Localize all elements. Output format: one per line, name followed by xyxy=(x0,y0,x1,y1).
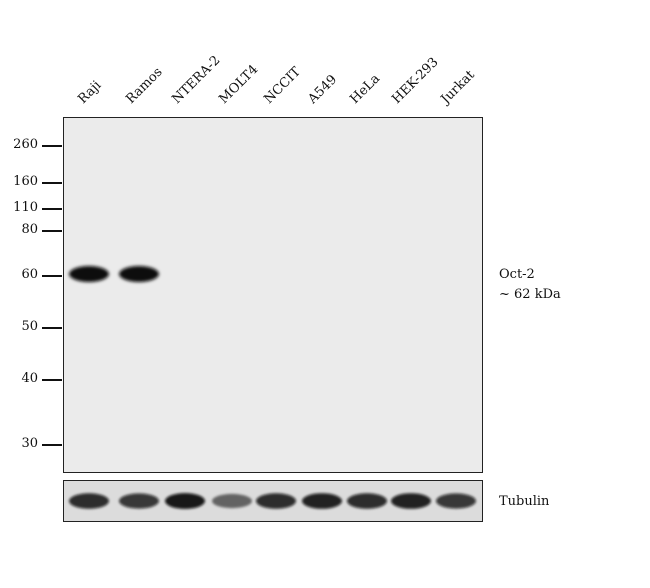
marker-label-40: 40 xyxy=(21,371,38,386)
loading-control-label: Tubulin xyxy=(499,494,550,509)
tubulin-band-lane-6 xyxy=(302,493,342,509)
target-label: Oct-2 ~ 62 kDa xyxy=(499,265,561,305)
tubulin-band-lane-9 xyxy=(436,493,476,509)
marker-tick-40 xyxy=(42,379,62,381)
marker-label-80: 80 xyxy=(21,222,38,237)
marker-tick-110 xyxy=(42,208,62,210)
marker-label-60: 60 xyxy=(21,267,38,282)
oct2-bands xyxy=(69,266,159,282)
tubulin-band-lane-7 xyxy=(347,493,387,509)
oct2-band-lane-2 xyxy=(119,266,159,282)
tubulin-band-lane-2 xyxy=(119,493,159,509)
marker-tick-30 xyxy=(42,444,62,446)
marker-tick-260 xyxy=(42,145,62,147)
tubulin-band-lane-4 xyxy=(212,493,252,509)
marker-tick-60 xyxy=(42,275,62,277)
tubulin-band-lane-3 xyxy=(165,493,205,509)
marker-label-110: 110 xyxy=(13,200,38,215)
tubulin-band-lane-8 xyxy=(391,493,431,509)
marker-label-50: 50 xyxy=(21,319,38,334)
oct2-blot-panel xyxy=(63,117,483,473)
target-size: ~ 62 kDa xyxy=(499,287,561,302)
marker-label-30: 30 xyxy=(21,436,38,451)
marker-label-260: 260 xyxy=(13,137,38,152)
marker-label-160: 160 xyxy=(13,174,38,189)
marker-tick-50 xyxy=(42,327,62,329)
oct2-band-lane-1 xyxy=(69,266,109,282)
tubulin-band-lane-5 xyxy=(256,493,296,509)
tubulin-band-lane-1 xyxy=(69,493,109,509)
marker-tick-80 xyxy=(42,230,62,232)
target-name: Oct-2 xyxy=(499,267,535,282)
marker-tick-160 xyxy=(42,182,62,184)
tubulin-bands xyxy=(69,493,476,509)
